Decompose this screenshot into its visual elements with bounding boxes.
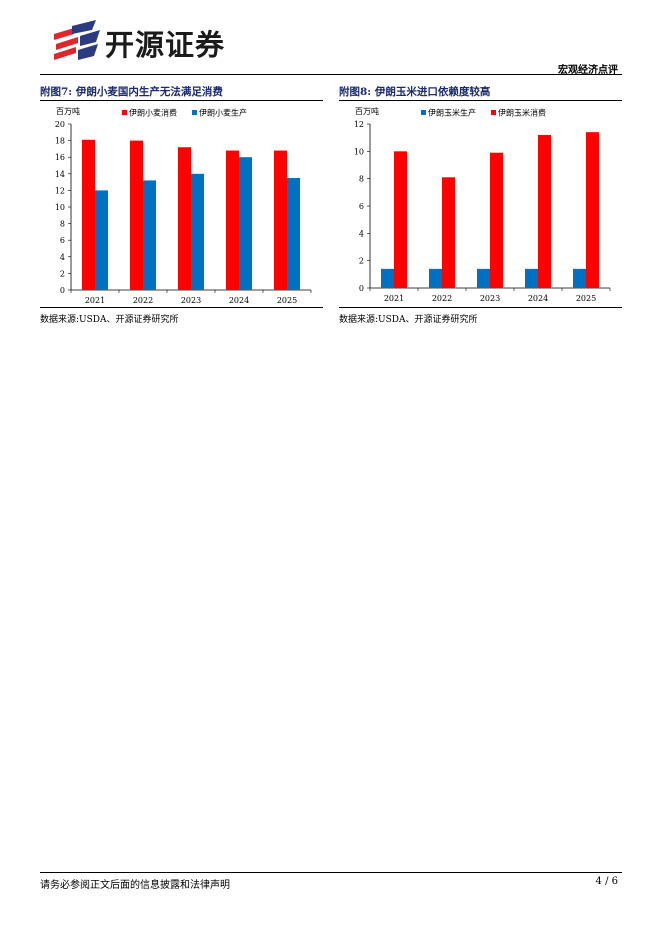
brand-name: 开源证券 — [105, 28, 226, 62]
legend-swatch-0 — [421, 110, 426, 115]
bar-1-2025 — [287, 177, 300, 290]
bar-1-2024 — [239, 157, 252, 290]
bar-0-2025 — [573, 268, 586, 288]
bar-0-2023 — [178, 147, 191, 290]
figure-8-chart: 百万吨 伊朗玉米生产 伊朗玉米消费 0 2 4 6 8 10 12 2021 2022 2023 2024… — [354, 106, 611, 303]
bar-1-2022 — [143, 180, 156, 290]
figure-7-source-rule — [40, 307, 323, 308]
footer-disclaimer: 请务必参阅正文后面的信息披露和法律声明 — [40, 880, 230, 891]
brand-logo-icon — [54, 20, 100, 60]
bar-0-2024 — [226, 150, 239, 290]
figure-7-title-rule — [40, 100, 323, 101]
figure-8-title-rule — [339, 100, 622, 101]
legend-swatch-1 — [192, 110, 197, 115]
bar-0-2021 — [82, 139, 95, 290]
x-tick-label: 2023 — [480, 294, 500, 303]
y-tick-label: 18 — [55, 137, 65, 146]
header-divider — [40, 74, 622, 75]
legend-label-0: 伊朗玉米生产 — [428, 108, 476, 118]
bar-0-2025 — [274, 150, 287, 290]
bar-0-2021 — [381, 268, 394, 288]
bar-0-2022 — [429, 268, 442, 288]
y-tick-label: 12 — [55, 186, 65, 195]
y-tick-label: 4 — [359, 229, 364, 238]
y-tick-label: 0 — [60, 286, 65, 295]
bar-1-2021 — [95, 190, 108, 290]
bar-1-2021 — [394, 151, 407, 288]
unit-label: 百万吨 — [355, 106, 379, 116]
page-number: 4 / 6 — [595, 876, 618, 887]
bar-1-2023 — [191, 173, 204, 290]
y-tick-label: 0 — [359, 284, 364, 293]
y-tick-label: 4 — [60, 253, 65, 262]
figure-8-source-rule — [339, 307, 622, 308]
legend-label-1: 伊朗小麦生产 — [199, 108, 247, 118]
figure-8-source: 数据来源:USDA、开源证券研究所 — [339, 315, 478, 325]
bar-0-2023 — [477, 268, 490, 288]
x-tick-label: 2024 — [528, 294, 548, 303]
y-tick-label: 2 — [359, 257, 364, 266]
legend-swatch-0 — [122, 110, 127, 115]
y-tick-label: 14 — [55, 170, 65, 179]
bar-1-2025 — [586, 132, 599, 288]
x-tick-label: 2025 — [576, 294, 596, 303]
x-tick-label: 2021 — [85, 296, 105, 305]
bar-0-2022 — [130, 140, 143, 290]
bar-1-2022 — [442, 177, 455, 288]
x-tick-label: 2023 — [181, 296, 201, 305]
x-tick-label: 2022 — [432, 294, 452, 303]
y-tick-label: 6 — [359, 202, 364, 211]
bar-0-2024 — [525, 268, 538, 288]
y-tick-label: 12 — [354, 120, 364, 129]
x-tick-label: 2024 — [229, 296, 249, 305]
y-tick-label: 10 — [55, 203, 65, 212]
legend-label-1: 伊朗玉米消费 — [498, 108, 546, 118]
figure-7-title: 附图7: 伊朗小麦国内生产无法满足消费 — [40, 86, 223, 98]
bar-1-2023 — [490, 152, 503, 288]
figure-8-title: 附图8: 伊朗玉米进口依赖度较高 — [339, 86, 491, 98]
figure-7-chart: 百万吨 伊朗小麦消费 伊朗小麦生产 0 2 4 6 8 10 12 14 16 18 20 2021 2022… — [55, 106, 312, 305]
legend-label-0: 伊朗小麦消费 — [129, 108, 177, 118]
y-tick-label: 16 — [55, 153, 65, 162]
y-tick-label: 2 — [60, 269, 65, 278]
y-tick-label: 10 — [354, 147, 364, 156]
y-tick-label: 8 — [359, 175, 364, 184]
figure-7-source: 数据来源:USDA、开源证券研究所 — [40, 315, 179, 325]
y-tick-label: 8 — [60, 220, 65, 229]
y-tick-label: 20 — [55, 120, 65, 129]
unit-label: 百万吨 — [56, 106, 80, 116]
x-tick-label: 2025 — [277, 296, 297, 305]
x-tick-label: 2021 — [384, 294, 404, 303]
report-type: 宏观经济点评 — [558, 65, 618, 76]
legend-swatch-1 — [491, 110, 496, 115]
bar-1-2024 — [538, 134, 551, 288]
y-tick-label: 6 — [60, 236, 65, 245]
footer-divider — [40, 872, 622, 873]
x-tick-label: 2022 — [133, 296, 153, 305]
